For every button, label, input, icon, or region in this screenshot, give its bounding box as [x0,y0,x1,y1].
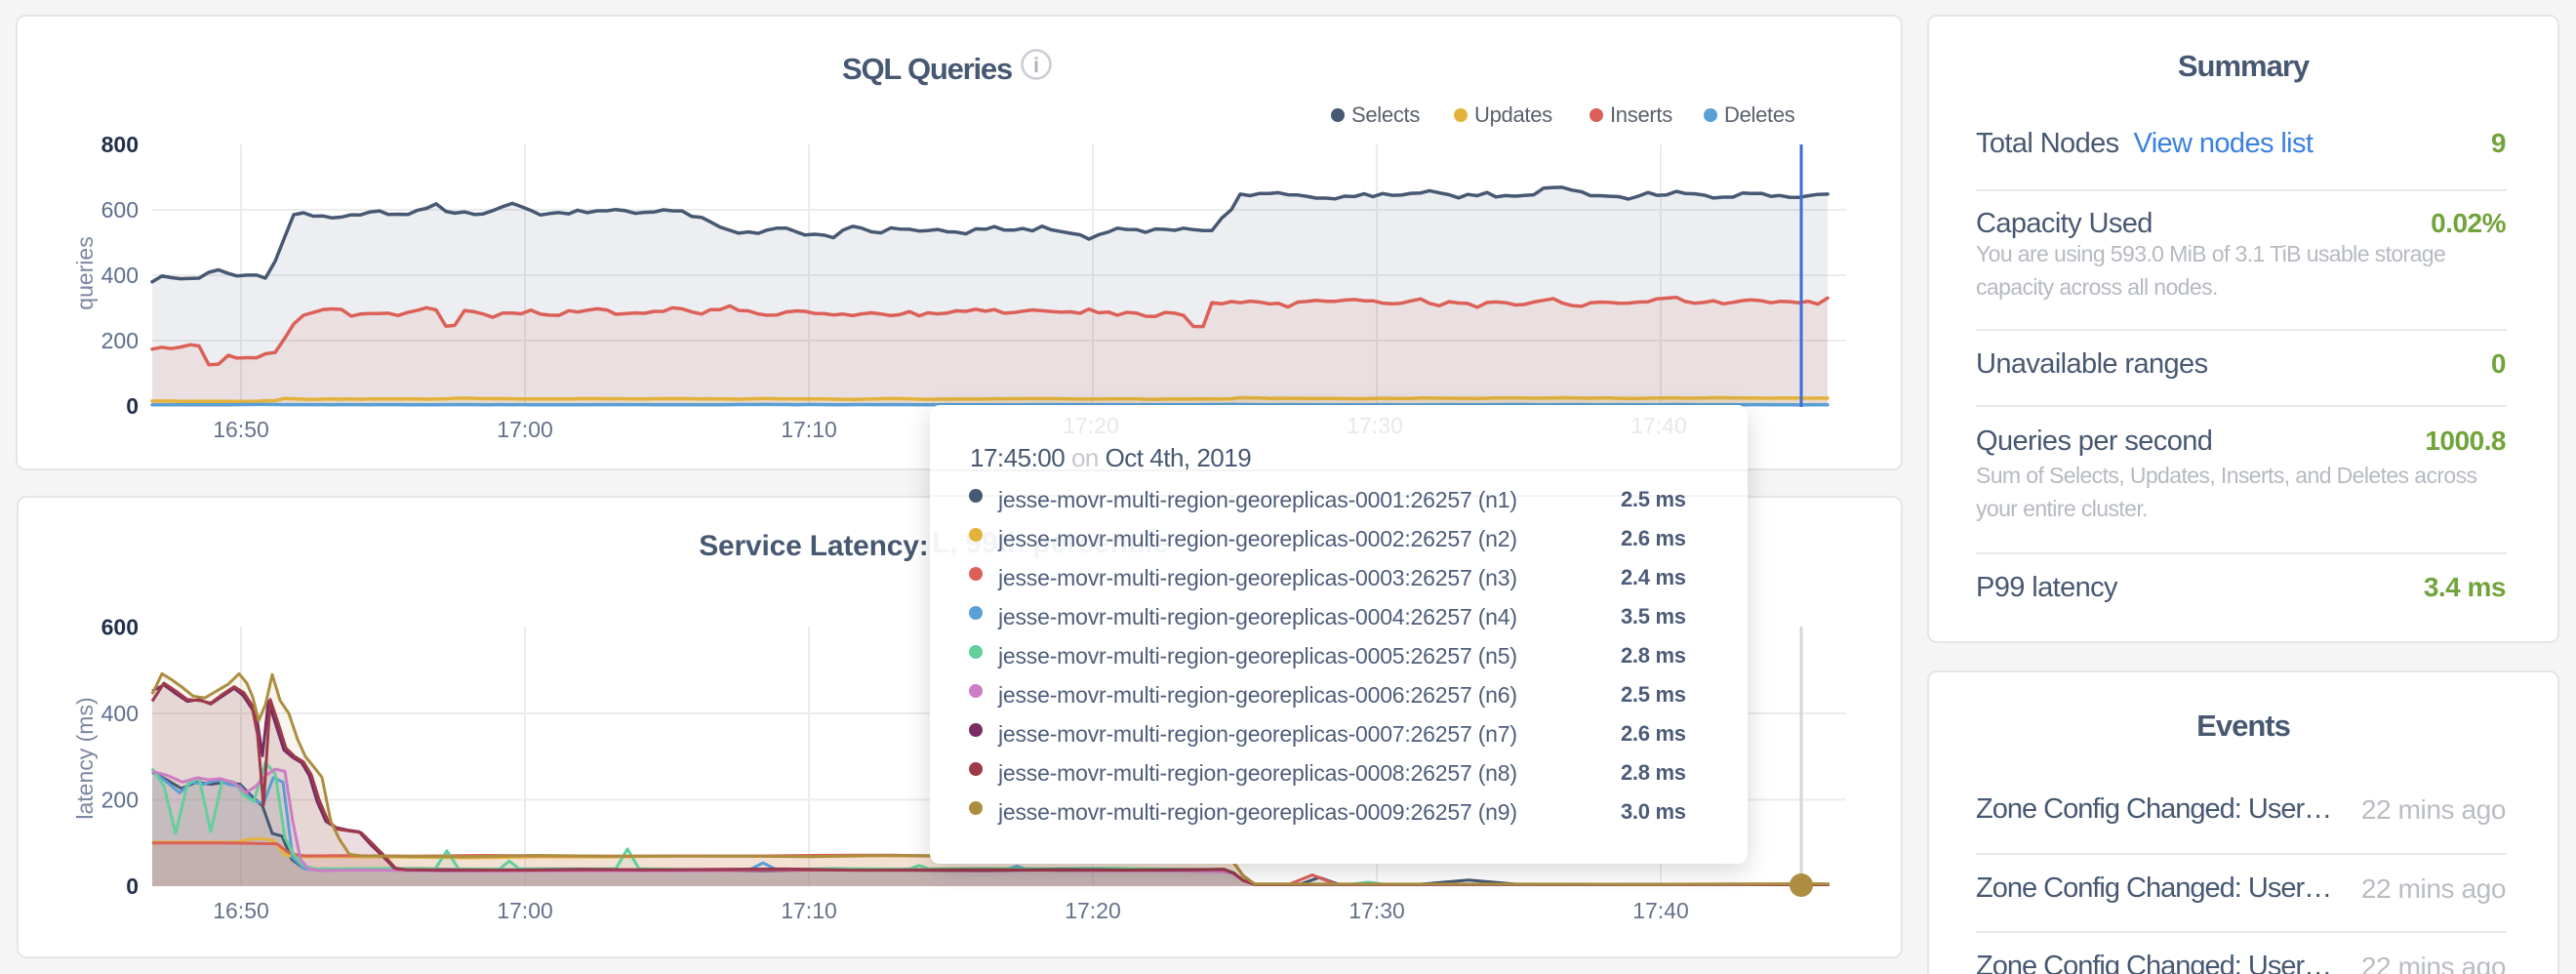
svg-text:16:50: 16:50 [213,417,269,442]
svg-text:17:20: 17:20 [1065,898,1121,923]
svg-text:queries: queries [72,236,98,309]
svg-text:800: 800 [101,132,139,157]
svg-text:0: 0 [126,393,139,419]
svg-text:17:00: 17:00 [497,898,553,923]
svg-text:i: i [1033,55,1039,77]
svg-text:17:10: 17:10 [781,898,837,923]
svg-text:400: 400 [101,263,139,288]
svg-text:17:40: 17:40 [1632,898,1689,923]
svg-text:200: 200 [101,788,139,813]
svg-text:17:00: 17:00 [497,417,553,442]
svg-text:16:50: 16:50 [213,898,269,923]
svg-text:0: 0 [126,873,139,899]
svg-text:latency (ms): latency (ms) [72,697,98,819]
svg-text:400: 400 [101,701,139,726]
svg-text:600: 600 [101,615,139,640]
svg-text:17:30: 17:30 [1348,898,1405,923]
svg-text:600: 600 [101,197,139,223]
svg-text:200: 200 [101,328,139,353]
svg-text:17:10: 17:10 [781,417,837,442]
